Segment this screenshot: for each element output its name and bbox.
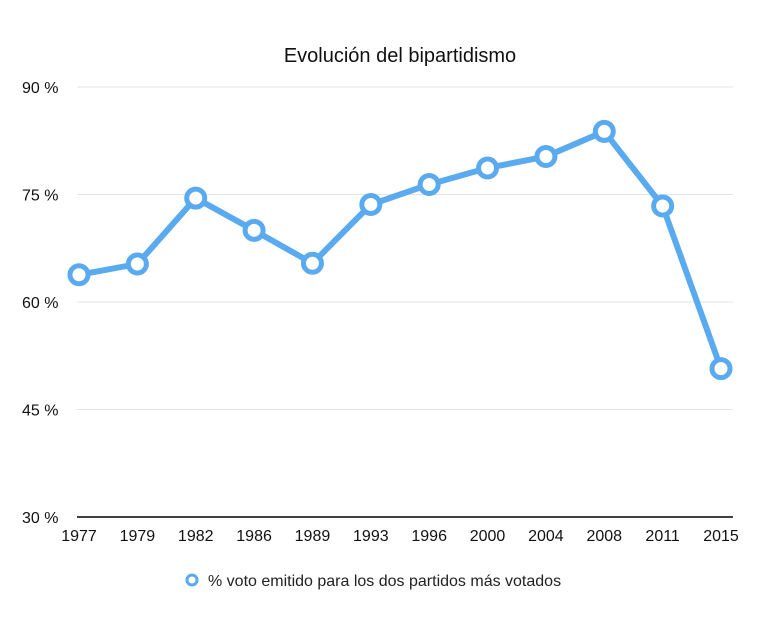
x-tick-label: 1989 [295,528,331,545]
gridlines [77,86,733,410]
x-tick-label: 1979 [120,528,156,545]
y-tick-label: 30 % [22,510,58,527]
series-layer [67,119,733,381]
x-tick-label: 1986 [236,528,272,545]
series-line [76,128,724,372]
data-point [125,252,149,276]
data-point [184,186,208,210]
data-point [534,145,558,169]
chart-title: Evolución del bipartidismo [284,45,516,67]
data-point [709,357,733,381]
data-point [592,119,616,143]
legend: % voto emitido para los dos partidos más… [185,573,561,590]
x-tick-label: 1993 [353,528,389,545]
x-tick-label: 1996 [411,528,447,545]
data-point [417,172,441,196]
x-tick-label: 2000 [470,528,506,545]
x-tick-label: 1977 [61,528,97,545]
legend-marker-icon [185,573,199,587]
y-tick-label: 75 % [22,188,58,205]
data-point [359,193,383,217]
data-point [67,263,91,287]
data-point [476,156,500,180]
data-point [242,218,266,242]
x-tick-label: 2008 [586,528,622,545]
y-tick-label: 45 % [22,403,58,420]
y-tick-label: 60 % [22,295,58,312]
x-tick-label: 2011 [645,528,680,545]
x-tick-label: 2015 [703,528,739,545]
x-axis-ticks: 1977 1979 1982 1986 1989 1993 1996 2000 2004 2008… [61,528,739,545]
data-point [651,194,675,218]
x-tick-label: 1982 [178,528,214,545]
y-tick-label: 90 % [22,80,58,97]
legend-label: % voto emitido para los dos partidos más… [208,573,561,590]
y-axis-ticks: 90 % 75 % 60 % 45 % 30 % [22,80,58,527]
data-point [300,251,324,275]
x-tick-label: 2004 [528,528,564,545]
